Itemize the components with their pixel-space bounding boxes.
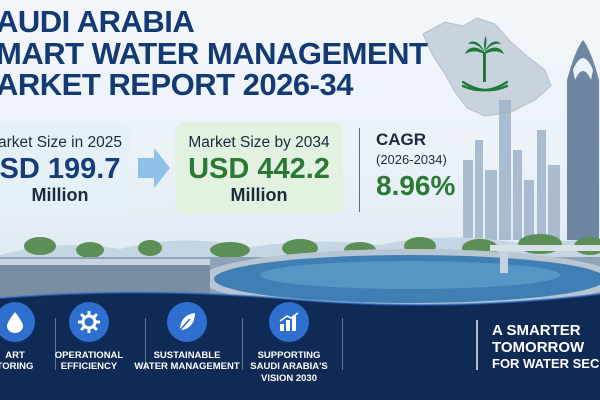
water-treatment-tank [0, 245, 600, 315]
feature-operational-efficiency: OPERATIONAL EFFICIENCY [34, 302, 144, 373]
bottom-band [0, 290, 600, 400]
riyadh-skyline [463, 40, 599, 240]
leaf-icon [167, 302, 207, 342]
feature-supporting-vision-2030: SUPPORTING SAUDI ARABIA'S VISION 2030 [234, 302, 344, 384]
market-size-2034-value: USD 442.2 [188, 153, 330, 185]
cagr-label: CAGR [376, 130, 427, 149]
feature-1-label-line-1: ART [5, 350, 25, 361]
bar-chart-icon [269, 302, 309, 342]
title-line-2: MART WATER MANAGEMENT [0, 35, 428, 71]
tagline-line-3: FOR WATER SEC [492, 355, 600, 371]
title-line-1: AUDI ARABIA [0, 4, 195, 39]
feature-2-label-line-2: EFFICIENCY [60, 361, 118, 373]
feature-3-label-line-1: SUSTAINABLE [153, 350, 221, 361]
tagline-line-1: A SMARTER [492, 322, 581, 339]
market-size-2025-unit: Million [31, 185, 89, 206]
saudi-map-emblem [422, 17, 552, 117]
tagline-line-2: TOMORROW [492, 339, 585, 357]
feature-sustainable-water-management: SUSTAINABLE WATER MANAGEMENT [132, 302, 242, 373]
feature-1-label-line-2: TORING [0, 361, 34, 373]
feature-separator [342, 318, 343, 370]
title-line-3: ARKET REPORT 2026-34 [0, 67, 353, 103]
market-size-2034-card: Market Size by 2034 USD 442.2 Million [175, 122, 343, 214]
market-size-2034-label: Market Size by 2034 [188, 134, 330, 151]
market-size-2025-card: arket Size in 2025 SD 199.7 Million [0, 122, 130, 214]
tagline-divider [476, 320, 478, 370]
stats-divider [359, 128, 360, 212]
feature-4-label-line-3: VISION 2030 [261, 372, 317, 384]
arrow-right-icon [138, 148, 170, 188]
feature-separator [55, 318, 56, 370]
feature-separator [145, 318, 146, 370]
feature-smart-monitoring: ART TORING [0, 302, 70, 373]
cagr-block: CAGR (2026-2034) 8.96% [376, 130, 486, 202]
market-size-2025-label: arket Size in 2025 [0, 134, 123, 151]
feature-3-label-line-2: WATER MANAGEMENT [134, 361, 240, 373]
tagline: A SMARTER TOMORROW FOR WATER SEC [492, 322, 600, 371]
cagr-period: (2026-2034) [376, 152, 447, 167]
feature-4-label-line-1: SUPPORTING [257, 350, 321, 361]
feature-2-label-line-1: OPERATIONAL [54, 350, 124, 361]
water-drop-icon [0, 302, 35, 342]
cagr-value: 8.96% [376, 170, 456, 201]
band-wave [0, 291, 600, 400]
gear-icon [69, 302, 109, 342]
report-title: AUDI ARABIA MART WATER MANAGEMENT ARKET … [0, 4, 428, 103]
feature-separator [242, 318, 243, 370]
feature-4-label-line-2: SAUDI ARABIA'S [250, 361, 328, 373]
market-size-2034-unit: Million [230, 185, 288, 206]
market-size-2025-value: SD 199.7 [0, 153, 121, 185]
